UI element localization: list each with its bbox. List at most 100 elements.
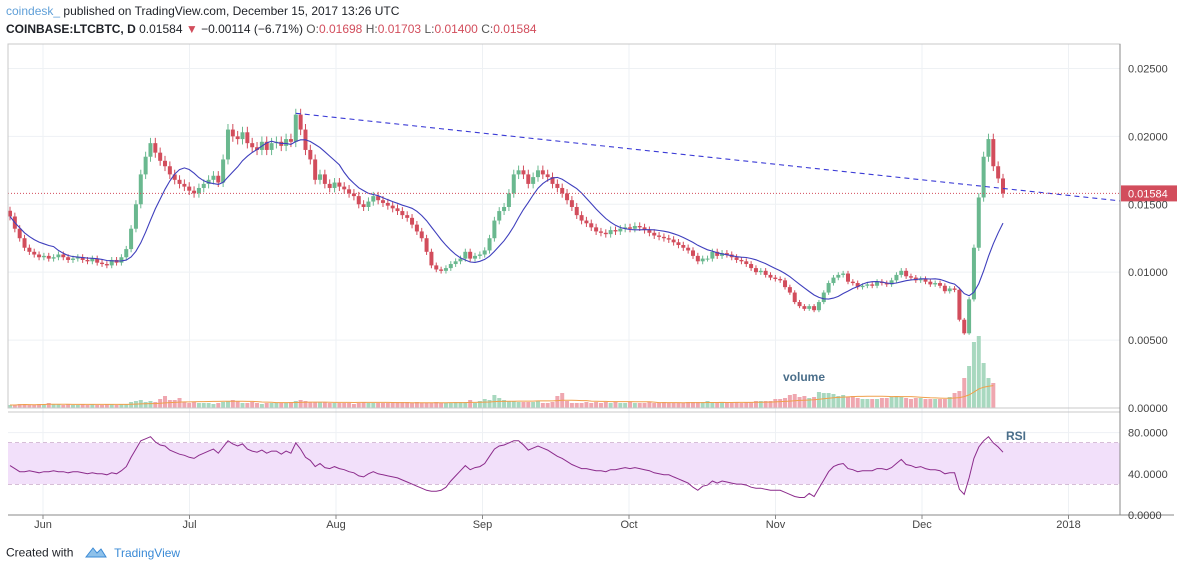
- volume-bar: [371, 403, 376, 408]
- candle-body: [27, 247, 32, 252]
- candle-body: [395, 208, 400, 212]
- candle-body: [603, 232, 608, 235]
- published-text: published on TradingView.com, December 1…: [63, 4, 400, 18]
- volume-bar: [666, 403, 671, 408]
- volume-bar: [647, 402, 652, 408]
- volume-bar: [545, 403, 550, 408]
- overlay-lines: 0.01584: [8, 112, 1177, 498]
- tradingview-logo-icon[interactable]: [84, 545, 107, 562]
- volume-bar: [991, 383, 996, 408]
- candle-body: [419, 231, 424, 239]
- volume-bar: [579, 403, 584, 408]
- volume-bar: [613, 402, 618, 408]
- candle-body: [908, 276, 913, 278]
- volume-bar: [821, 393, 826, 408]
- volume-bar: [807, 398, 812, 408]
- volume-bar: [976, 336, 981, 408]
- candle-body: [473, 255, 478, 259]
- candle-body: [710, 251, 715, 259]
- candle-body: [734, 257, 739, 260]
- candle-body: [574, 206, 579, 216]
- volume-bars: [8, 336, 996, 408]
- volume-bar: [879, 398, 884, 408]
- candle-body: [928, 281, 933, 285]
- candle-body: [177, 179, 182, 184]
- volume-bar: [322, 402, 327, 408]
- x-tick-label: Jun: [34, 519, 52, 531]
- volume-bar: [337, 403, 342, 408]
- candle-body: [269, 143, 274, 150]
- candle-body: [957, 289, 962, 320]
- volume-bar: [690, 402, 695, 408]
- candle-body: [884, 283, 889, 285]
- volume-bar: [928, 399, 933, 408]
- candle-body: [434, 265, 439, 270]
- candle-body: [787, 287, 792, 293]
- publisher-name[interactable]: coindesk_: [6, 4, 61, 18]
- volume-bar: [744, 402, 749, 408]
- candle-body: [753, 268, 758, 273]
- volume-bar: [487, 400, 492, 408]
- candle-body: [981, 156, 986, 198]
- volume-bar: [332, 403, 337, 408]
- volume-bar: [778, 399, 783, 408]
- volume-bar: [327, 403, 332, 408]
- volume-bar: [303, 401, 308, 408]
- volume-bar: [143, 402, 148, 408]
- created-with-text: Created with: [6, 545, 74, 560]
- candle-body: [598, 231, 603, 233]
- candle-body: [8, 210, 12, 217]
- candle-body: [681, 245, 686, 248]
- volume-bar: [264, 403, 269, 408]
- volume-bar: [192, 402, 197, 408]
- volume-bar: [385, 403, 390, 408]
- volume-bar: [177, 398, 182, 408]
- candle-body: [1001, 178, 1005, 194]
- candle-body: [133, 204, 138, 229]
- candle-body: [802, 306, 807, 309]
- candle-body: [443, 268, 448, 271]
- tradingview-brand[interactable]: TradingView: [114, 545, 181, 560]
- candle-body: [652, 232, 657, 236]
- candle-body: [783, 280, 788, 288]
- volume-bar: [61, 405, 66, 408]
- x-tick-label: Aug: [326, 519, 346, 531]
- low-value: 0.01400: [434, 22, 478, 36]
- volume-bar: [453, 402, 458, 408]
- volume-bar: [434, 402, 439, 408]
- rsi-band: [8, 442, 1120, 485]
- y-tick-label: 0.01000: [1128, 267, 1168, 279]
- y-tick-label: 0.02500: [1128, 63, 1168, 75]
- volume-bar: [293, 401, 298, 408]
- volume-bar: [850, 396, 855, 408]
- volume-bar: [506, 401, 511, 408]
- candle-body: [124, 249, 129, 258]
- volume-bar: [889, 397, 894, 408]
- volume-bar: [351, 404, 356, 408]
- candle-body: [792, 292, 797, 303]
- candle-body: [967, 299, 972, 334]
- price-pane-border: [7, 43, 1121, 409]
- volume-bar: [908, 399, 913, 408]
- volume-bar: [279, 403, 284, 408]
- volume-bar: [986, 378, 991, 408]
- candle-body: [933, 283, 938, 285]
- candle-body: [797, 302, 802, 307]
- rsi-line: [9, 435, 1004, 498]
- volume-bar: [22, 404, 27, 408]
- candle-body: [715, 251, 720, 256]
- candle-body: [119, 257, 124, 263]
- candle-body: [46, 255, 51, 259]
- volume-bar: [8, 405, 12, 408]
- footer: Created with TradingView: [6, 545, 180, 562]
- candle-body: [487, 238, 492, 251]
- candle-body: [22, 238, 27, 248]
- candle-body: [875, 281, 880, 286]
- volume-bar: [540, 403, 545, 408]
- rsi-tick-label: 0.0000: [1128, 510, 1162, 522]
- candle-body: [816, 302, 821, 311]
- volume-bar: [104, 404, 109, 408]
- volume-bar: [938, 399, 943, 408]
- candle-body: [560, 187, 565, 194]
